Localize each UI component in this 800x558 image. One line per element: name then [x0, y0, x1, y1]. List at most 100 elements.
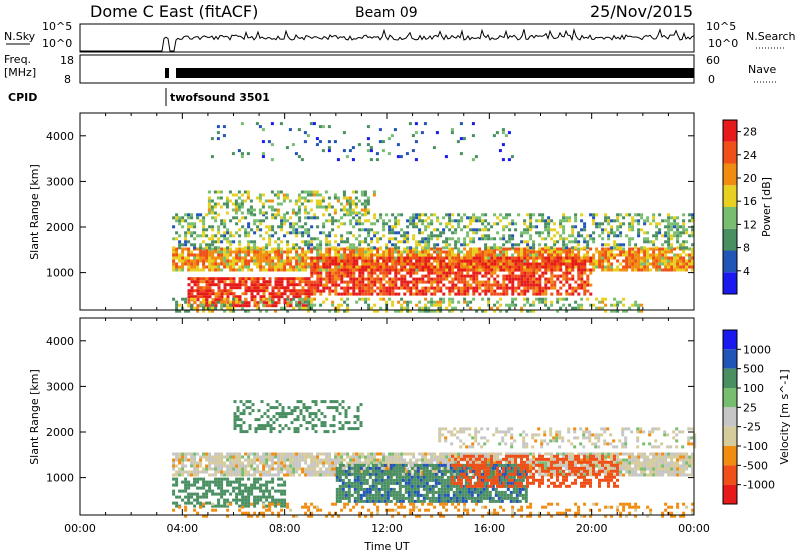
power-cell [364, 290, 367, 293]
power-cell [349, 251, 352, 254]
velocity-cell [286, 471, 289, 474]
power-cell [451, 263, 454, 266]
power-cell [490, 257, 493, 260]
power-cell [448, 213, 451, 216]
velocity-cell [277, 474, 280, 477]
velocity-cell [334, 459, 337, 462]
power-cell [316, 272, 319, 275]
power-cell [448, 304, 451, 307]
velocity-cell [184, 465, 187, 468]
power-cell [532, 301, 535, 304]
power-cell [259, 234, 262, 237]
power-cell [172, 298, 175, 301]
velocity-cell [328, 462, 331, 465]
power-cell [490, 266, 493, 269]
freq-label: Freq. [4, 53, 31, 66]
power-cell [256, 257, 259, 260]
velocity-cell [214, 468, 217, 471]
power-cell [526, 260, 529, 263]
power-cell [535, 257, 538, 260]
velocity-cell [400, 459, 403, 462]
power-cell [340, 304, 343, 307]
power-cell [253, 251, 256, 254]
power-cell [652, 266, 655, 269]
power-cell [547, 254, 550, 257]
power-cell [310, 301, 313, 304]
power-cell [313, 293, 316, 296]
power-cell [382, 140, 385, 143]
power-cell [197, 289, 200, 292]
power-cell [541, 219, 544, 222]
power-cell [448, 222, 451, 225]
power-cell [266, 280, 269, 283]
power-cell [661, 269, 664, 272]
power-cell [364, 191, 367, 194]
velocity-cell [298, 456, 301, 459]
power-cell [463, 225, 466, 228]
power-cell [382, 219, 385, 222]
power-cell [409, 266, 412, 269]
velocity-cell [421, 459, 424, 462]
power-cell [406, 304, 409, 307]
power-cell [208, 251, 211, 254]
power-cell [181, 225, 184, 228]
power-cell [502, 263, 505, 266]
power-cell [313, 213, 316, 216]
power-cell [643, 269, 646, 272]
power-cell [493, 213, 496, 216]
power-cell [322, 206, 325, 209]
station-title: Dome C East (fitACF) [90, 2, 258, 21]
power-cell [206, 280, 209, 283]
power-cell [529, 234, 532, 237]
power-cell [346, 231, 349, 234]
power-cell [559, 222, 562, 225]
power-cell [658, 251, 661, 254]
power-cell [319, 125, 322, 128]
power-cell [307, 194, 310, 197]
power-cell [289, 251, 292, 254]
power-cell [214, 206, 217, 209]
power-cell [178, 246, 181, 249]
power-cell [466, 287, 469, 290]
power-cell [535, 278, 538, 281]
power-cell [448, 298, 451, 301]
power-cell [232, 209, 235, 212]
power-cell [238, 301, 241, 304]
power-cell [655, 263, 658, 266]
power-cell [202, 231, 205, 234]
power-cell [544, 278, 547, 281]
power-cell [346, 246, 349, 249]
power-cell [376, 158, 379, 161]
power-cell [265, 200, 268, 203]
power-cell [370, 240, 373, 243]
power-cell [484, 263, 487, 266]
power-cell [260, 295, 263, 298]
power-cell [598, 251, 601, 254]
power-cell [247, 251, 250, 254]
power-cell [277, 209, 280, 212]
power-cell [628, 225, 631, 228]
power-cell [559, 275, 562, 278]
power-cell [382, 266, 385, 269]
power-cell [301, 234, 304, 237]
power-cell [319, 246, 322, 249]
power-cell [352, 203, 355, 206]
power-cell [517, 281, 520, 284]
velocity-cell [400, 453, 403, 456]
power-cell [583, 272, 586, 275]
power-cell [184, 301, 187, 304]
power-cell [562, 243, 565, 246]
power-cell [613, 231, 616, 234]
power-cell [370, 254, 373, 257]
power-cell [229, 251, 232, 254]
power-cell [217, 213, 220, 216]
power-cell [328, 146, 331, 149]
power-cell [319, 206, 322, 209]
power-cell [682, 266, 685, 269]
power-cell [553, 248, 556, 251]
power-cell [283, 213, 286, 216]
power-cell [460, 278, 463, 281]
power-cell [637, 260, 640, 263]
power-cell [553, 234, 556, 237]
power-cell [439, 260, 442, 263]
